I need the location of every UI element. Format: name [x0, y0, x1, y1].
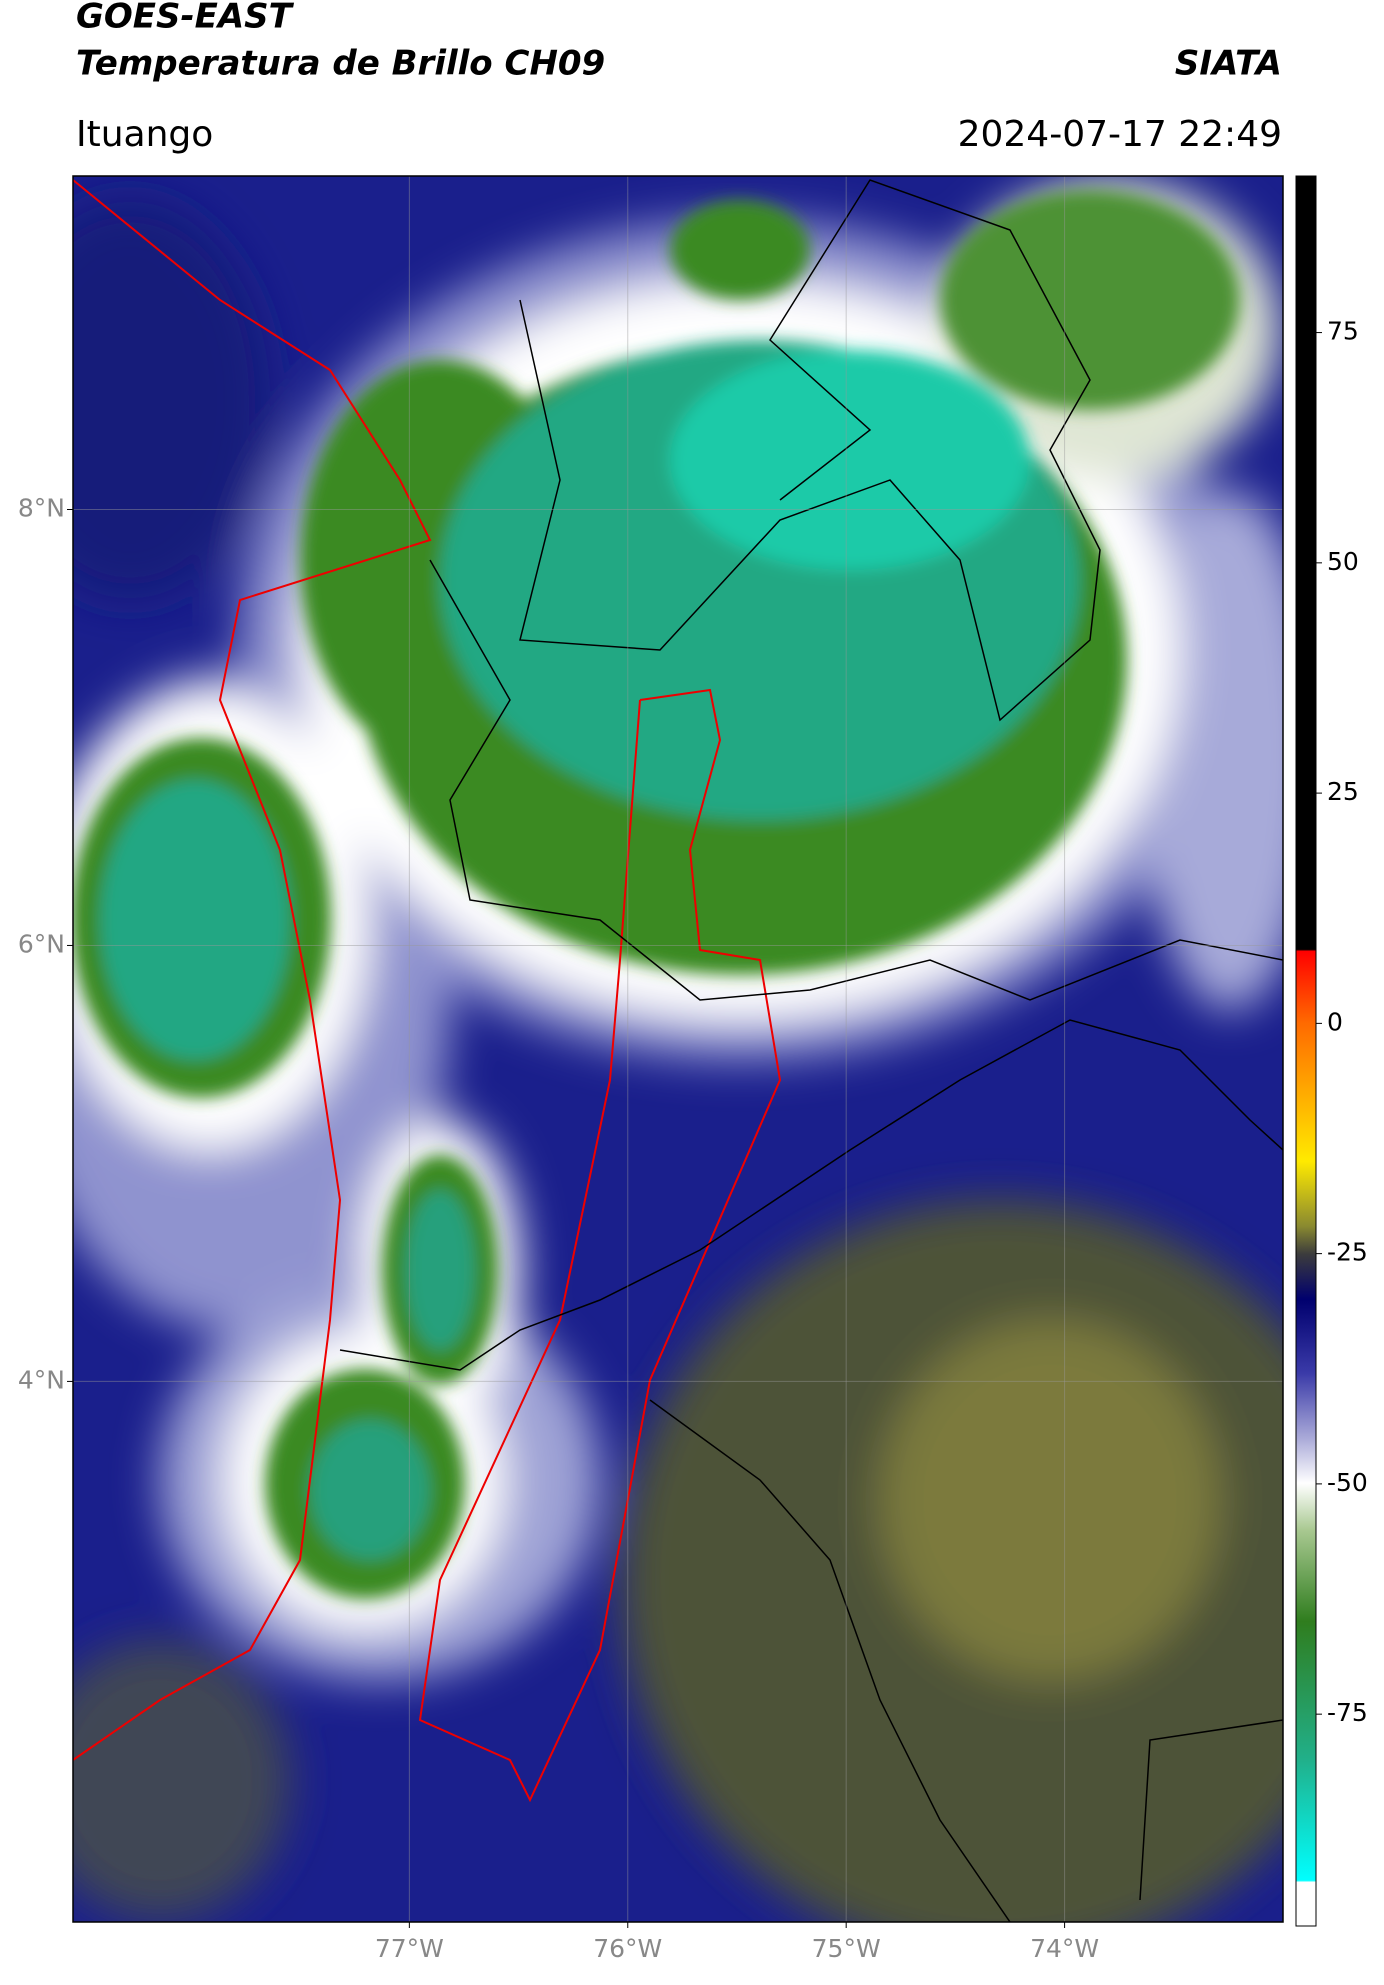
y-tick-label: 4°N [18, 1365, 65, 1394]
satellite-image [73, 176, 1283, 1922]
y-tick-label: 8°N [18, 494, 65, 523]
colorbar [1295, 175, 1317, 1927]
colorbar-tick-label: -25 [1327, 1238, 1368, 1267]
colorbar-tick-label: -50 [1327, 1468, 1368, 1497]
graticule [73, 176, 1283, 1922]
colorbar-tick-label: -75 [1327, 1698, 1368, 1727]
title-line1: GOES-EAST [76, 0, 295, 37]
x-tick-label: 74°W [1030, 1934, 1099, 1963]
source: SIATA [1175, 44, 1282, 84]
y-tick-label: 6°N [18, 929, 65, 958]
x-tick-label: 77°W [375, 1934, 444, 1963]
colorbar-tick-label: 25 [1327, 777, 1359, 806]
map-frame [72, 175, 1284, 1923]
title-line2: Temperatura de Brillo CH09 [76, 44, 605, 84]
datetime: 2024-07-17 22:49 [958, 114, 1282, 155]
colorbar-tick-label: 50 [1327, 547, 1359, 576]
x-tick-label: 75°W [812, 1934, 881, 1963]
x-tick-label: 76°W [593, 1934, 662, 1963]
location: Ituango [76, 114, 213, 155]
colorbar-tick-label: 75 [1327, 317, 1359, 346]
colorbar-tick-label: 0 [1327, 1007, 1343, 1036]
